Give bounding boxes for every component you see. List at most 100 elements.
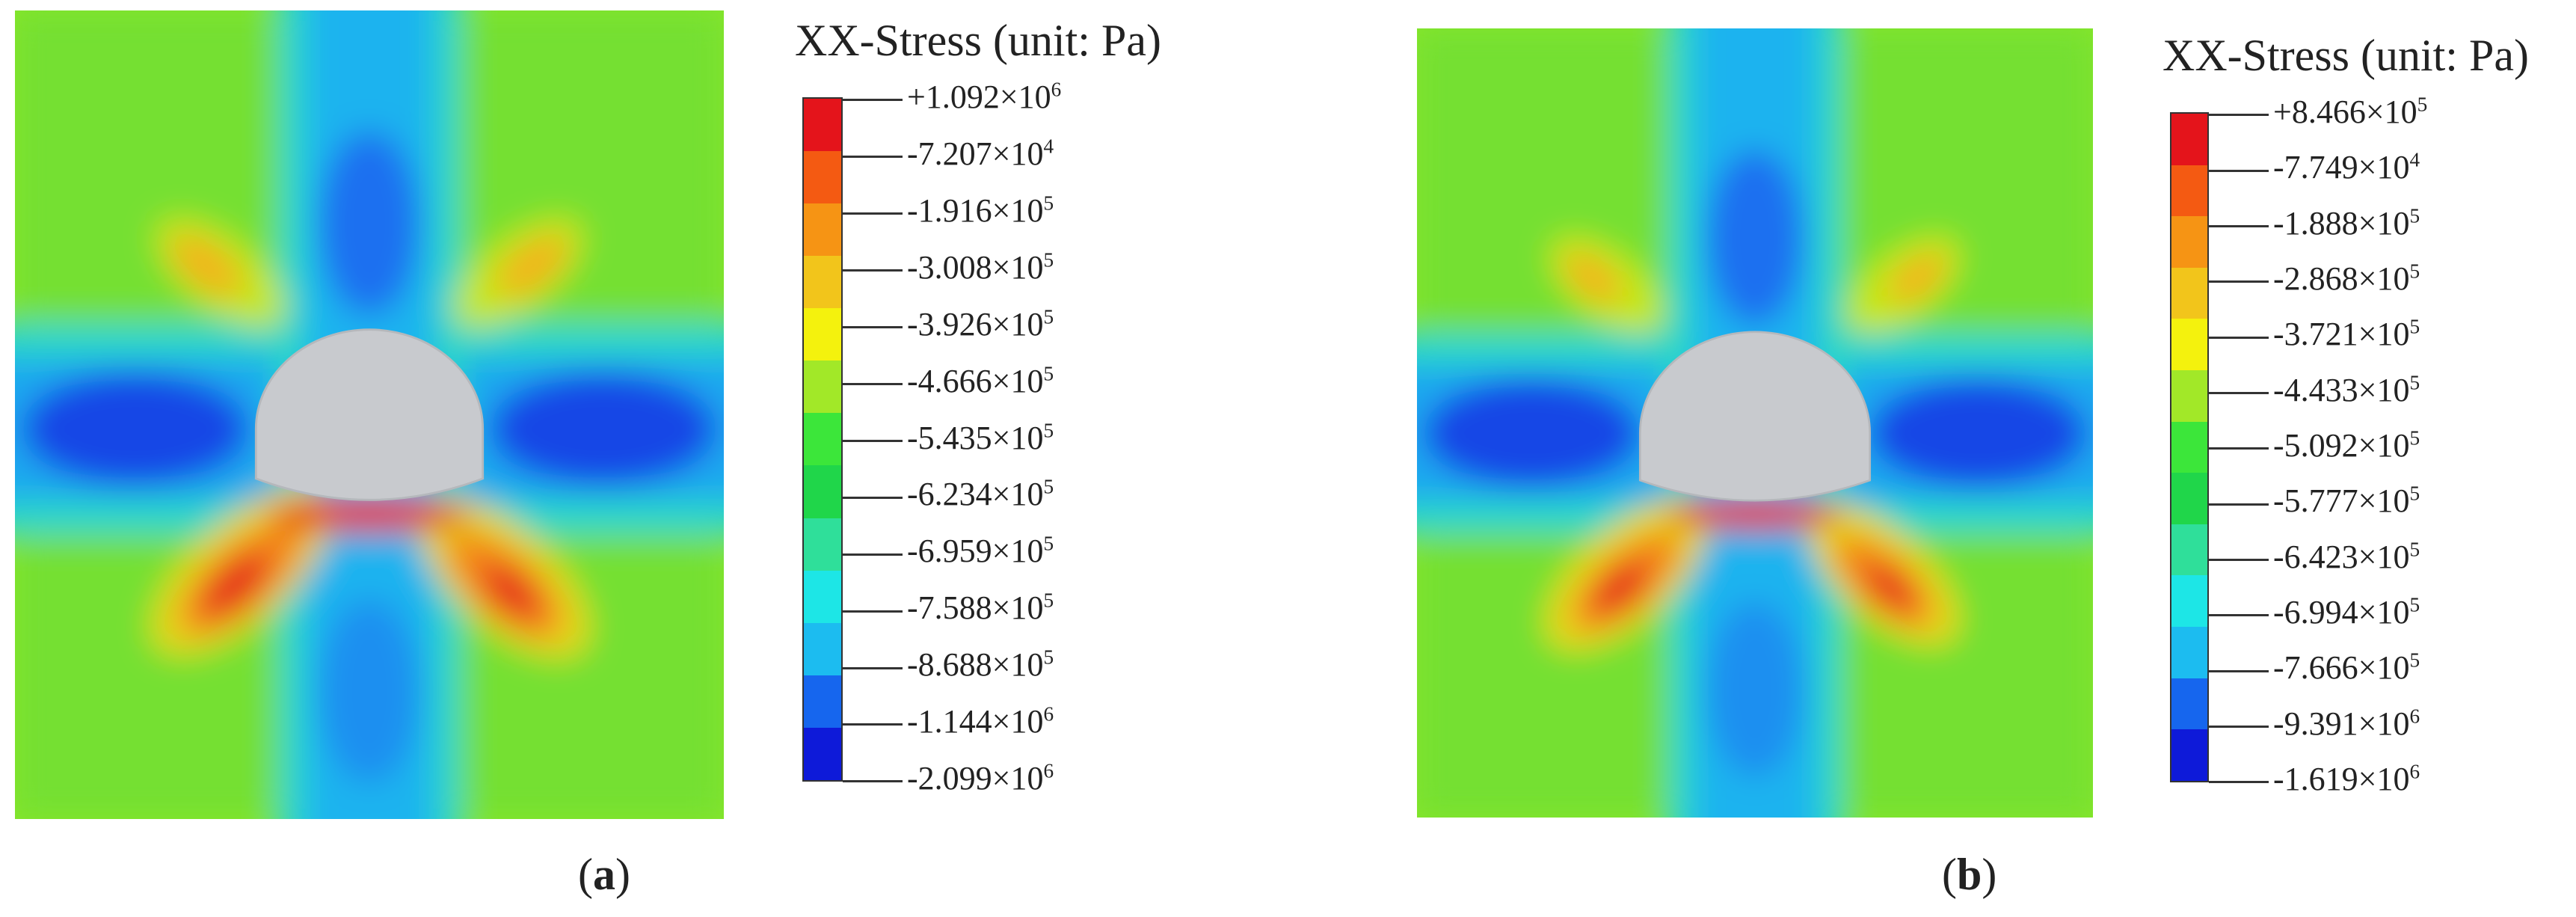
tick-exponent: 5 [1043,532,1054,555]
colorbar-tick: -3.926×105 [843,305,1054,343]
colorbar-swatch [2171,575,2207,628]
tick-line [2209,781,2269,784]
tick-multiplier: ×10 [992,419,1044,456]
colorbar-tick: +8.466×105 [2209,93,2427,130]
tick-mantissa: -2.099 [907,760,992,797]
tick-multiplier: ×10 [992,248,1044,286]
tick-mantissa: -3.008 [907,248,992,286]
stress-contour-svg-a [15,10,724,819]
tick-mantissa: -7.666 [2273,649,2358,687]
panel-label: (b) [1942,850,1997,899]
colorbar-swatch [2171,678,2207,730]
tick-multiplier: ×10 [992,589,1044,627]
tick-mantissa: +8.466 [2273,93,2366,130]
colorbar-tick: -1.144×106 [843,702,1054,740]
tick-line [843,382,903,385]
colorbar-swatch [804,622,841,675]
colorbar-tick: -7.207×104 [843,135,1054,172]
tick-line [2209,503,2269,506]
tick-multiplier: ×10 [2358,427,2410,464]
tick-exponent: 5 [1043,361,1054,384]
colorbar-tick: -6.423×105 [2209,539,2420,574]
tick-exponent: 5 [1043,475,1054,498]
tick-exponent: 5 [1043,418,1054,441]
colorbar-swatch [804,203,841,257]
colorbar-tick: -6.234×105 [843,475,1054,513]
tick-mantissa: -9.391 [2273,705,2358,742]
tick-multiplier: ×10 [992,135,1044,172]
tick-line [2209,169,2269,172]
colorbar-tick: -7.666×105 [2209,648,2420,687]
tick-line [843,553,903,556]
tick-multiplier: ×10 [992,476,1044,513]
tick-exponent: 5 [1043,589,1054,612]
tick-line [2209,225,2269,228]
colorbar-tick: -1.888×105 [2209,204,2420,242]
tick-mantissa: -6.234 [907,476,992,513]
tick-line [843,439,903,442]
tick-mantissa: -1.888 [2273,204,2358,242]
tick-line [2209,614,2269,617]
colorbar-tick: -2.868×105 [2209,260,2420,297]
tick-exponent: 5 [1043,191,1054,215]
tick-multiplier: ×10 [2358,761,2410,797]
tick-exponent: 5 [2409,593,2420,616]
tick-line [2209,336,2269,339]
tick-exponent: 5 [2409,482,2420,505]
colorbar-swatch [804,308,841,361]
tick-multiplier: ×10 [2358,649,2410,687]
tick-multiplier: ×10 [2358,149,2410,186]
colorbar-swatch [2171,216,2207,268]
tick-mantissa: -2.868 [2273,260,2358,297]
tick-exponent: 5 [2409,648,2420,672]
colorbar-tick: -7.749×104 [2209,149,2420,186]
colorbar-swatch [2171,370,2207,422]
tick-line [843,156,903,159]
tick-mantissa: -7.749 [2273,149,2358,186]
panel-label: (a) [578,850,630,899]
tick-multiplier: ×10 [992,703,1044,740]
panel-letter: b [1956,850,1982,899]
colorbar [2170,112,2209,782]
tick-multiplier: ×10 [992,533,1044,570]
tick-exponent: 6 [1051,78,1062,101]
tick-exponent: 4 [1043,135,1054,158]
tick-multiplier: ×10 [992,305,1044,343]
tick-multiplier: ×10 [2358,204,2410,242]
tick-exponent: 5 [1043,305,1054,328]
panel-a: XX-Stress (unit: Pa) +1.092×106 -7.207×10… [15,10,1161,899]
colorbar-tick: -4.433×105 [2209,371,2420,408]
tick-mantissa: -1.144 [907,703,992,740]
tick-line [843,723,903,726]
colorbar-swatch [804,99,841,152]
tick-multiplier: ×10 [992,760,1044,797]
tick-multiplier: ×10 [2358,705,2410,742]
colorbar-tick: -4.666×105 [843,361,1054,399]
tick-exponent: 6 [1043,702,1054,726]
tick-line [2209,447,2269,450]
tick-line [2209,669,2269,672]
tick-multiplier: ×10 [992,191,1044,229]
colorbar-tick: -6.959×105 [843,532,1054,570]
tick-multiplier: ×10 [992,362,1044,399]
colorbar-tick: -3.721×105 [2209,316,2420,353]
tick-exponent: 5 [2409,260,2420,283]
tick-line [2209,114,2269,117]
tick-line [843,496,903,499]
colorbar-swatch [804,727,841,780]
tick-line [843,99,903,102]
stress-contour-plot-b [1417,28,2093,818]
tick-line [843,269,903,272]
tick-mantissa: -4.433 [2273,371,2358,408]
colorbar-swatch [2171,319,2207,371]
tick-multiplier: ×10 [2358,316,2410,353]
colorbar-tick: -8.688×105 [843,647,1054,681]
tick-line [843,780,903,783]
panel-b: XX-Stress (unit: Pa) +8.466×105 -7.749×10… [1288,0,2576,917]
colorbar-swatch [2171,627,2207,678]
colorbar [802,97,843,782]
tick-line [843,666,903,669]
tick-multiplier: ×10 [2358,260,2410,297]
colorbar-swatch [804,361,841,414]
stress-contour-plot-a [15,10,724,819]
